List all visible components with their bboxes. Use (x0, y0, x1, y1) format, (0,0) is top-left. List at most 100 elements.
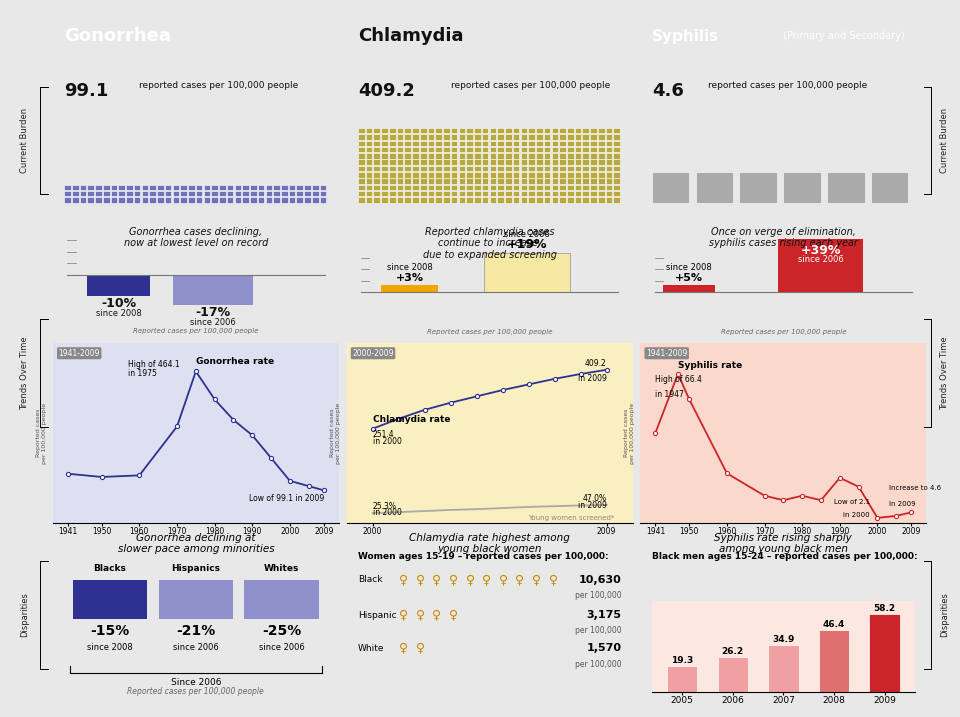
Bar (505, 197, 512, 203)
Text: Black men ages 15-24 – reported cases per 100,000:: Black men ages 15-24 – reported cases pe… (652, 552, 918, 561)
Bar (381, 147, 388, 152)
Bar (490, 141, 496, 146)
Bar (606, 191, 612, 196)
Text: High of 464.1: High of 464.1 (128, 361, 180, 369)
Text: reported cases per 100,000 people: reported cases per 100,000 people (451, 81, 611, 90)
Text: Young women screened*: Young women screened* (528, 515, 614, 521)
Bar (404, 185, 411, 190)
Bar (366, 141, 372, 146)
Bar (427, 147, 434, 152)
Bar (520, 128, 527, 133)
Text: Hispanic: Hispanic (358, 611, 396, 619)
Bar (358, 159, 365, 165)
Text: -21%: -21% (177, 624, 215, 638)
Bar (312, 197, 319, 203)
Text: 34.9: 34.9 (772, 635, 795, 645)
Bar (180, 191, 187, 196)
Bar (126, 191, 132, 196)
Bar (567, 197, 573, 203)
Text: Once on verge of elimination,
syphilis cases rising each year: Once on verge of elimination, syphilis c… (708, 227, 858, 248)
Bar (520, 153, 527, 158)
Bar (552, 191, 558, 196)
Bar (459, 166, 466, 171)
Bar (133, 191, 140, 196)
Bar (173, 275, 253, 305)
Bar (598, 159, 605, 165)
Bar (828, 172, 865, 203)
Bar (543, 172, 550, 178)
Bar (427, 141, 434, 146)
Bar (613, 166, 620, 171)
Bar (482, 197, 489, 203)
Text: Since 2006: Since 2006 (171, 678, 221, 687)
Bar (110, 185, 117, 190)
Bar (196, 191, 203, 196)
Bar (520, 172, 527, 178)
Bar (157, 191, 164, 196)
Text: 251.4: 251.4 (372, 430, 395, 439)
Bar (211, 191, 218, 196)
Bar (552, 185, 558, 190)
Bar (536, 147, 542, 152)
Bar (180, 197, 187, 203)
Bar (536, 159, 542, 165)
Bar (451, 153, 458, 158)
Bar (606, 197, 612, 203)
Y-axis label: Reported cases
per 100,000 people: Reported cases per 100,000 people (330, 402, 341, 464)
Bar (404, 141, 411, 146)
Bar (536, 191, 542, 196)
Bar (459, 197, 466, 203)
Bar (412, 191, 419, 196)
Bar (389, 166, 396, 171)
Bar (188, 197, 195, 203)
Bar (396, 166, 403, 171)
Bar (567, 166, 573, 171)
Bar (536, 141, 542, 146)
Bar (436, 179, 442, 184)
Bar (281, 185, 288, 190)
Text: 10,630: 10,630 (579, 575, 621, 585)
Text: ♀: ♀ (416, 574, 425, 587)
Bar (819, 630, 850, 692)
Bar (583, 134, 589, 140)
Bar (358, 197, 365, 203)
Bar (575, 128, 582, 133)
Bar (528, 134, 535, 140)
Bar (373, 172, 380, 178)
Text: -17%: -17% (196, 306, 230, 319)
Bar (560, 153, 565, 158)
Bar (575, 134, 582, 140)
Bar (80, 197, 86, 203)
Text: Syphilis: Syphilis (652, 29, 719, 44)
Bar (304, 185, 311, 190)
Bar (103, 197, 109, 203)
Bar (652, 172, 689, 203)
Bar (444, 185, 449, 190)
Bar (552, 147, 558, 152)
Bar (520, 179, 527, 184)
Bar (412, 128, 419, 133)
Bar (474, 153, 481, 158)
Text: 46.4: 46.4 (823, 620, 845, 629)
Bar (420, 172, 426, 178)
Text: ♀: ♀ (516, 574, 524, 587)
Bar (528, 172, 535, 178)
Bar (358, 172, 365, 178)
Bar (444, 191, 449, 196)
Bar (590, 197, 597, 203)
Bar (613, 185, 620, 190)
Text: 2000-2009: 2000-2009 (352, 348, 394, 358)
Text: 409.2: 409.2 (585, 358, 607, 368)
Bar (451, 185, 458, 190)
Text: 19.3: 19.3 (671, 656, 693, 665)
Bar (72, 191, 79, 196)
Text: Trends Over Time: Trends Over Time (20, 336, 30, 409)
Bar (528, 166, 535, 171)
Bar (871, 172, 908, 203)
Bar (497, 134, 504, 140)
Text: 3,175: 3,175 (587, 610, 621, 620)
Bar (420, 166, 426, 171)
Bar (583, 185, 589, 190)
Bar (444, 128, 449, 133)
Bar (420, 191, 426, 196)
